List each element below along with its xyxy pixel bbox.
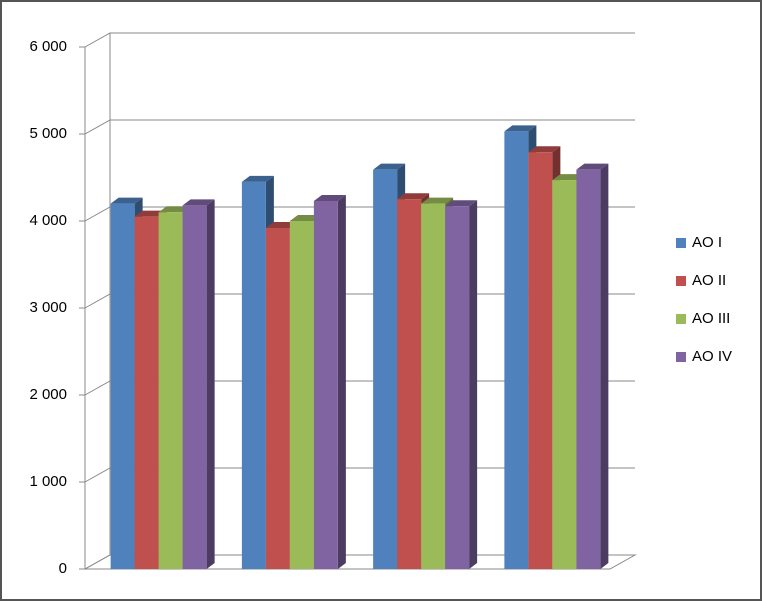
bar: [397, 199, 422, 569]
bar-top: [373, 163, 406, 170]
legend-label: AO III: [692, 310, 730, 327]
bar-top: [421, 197, 454, 204]
grid-line: [84, 119, 635, 135]
y-tick-label: 4 000: [29, 212, 67, 229]
bar-top: [313, 194, 346, 201]
bar: [182, 205, 207, 569]
bar: [552, 180, 577, 570]
bar-side: [206, 199, 215, 569]
bar-side: [469, 200, 478, 569]
bar: [421, 203, 446, 569]
bar-side: [600, 163, 609, 570]
bar: [241, 181, 266, 569]
y-tick-label: 0: [59, 560, 67, 577]
legend-label: AO IV: [692, 348, 732, 365]
bar: [445, 206, 470, 569]
bar-top: [241, 175, 274, 182]
bar-top: [528, 146, 561, 153]
grid-line: [84, 32, 635, 48]
bar: [528, 152, 553, 569]
y-tick-label: 2 000: [29, 386, 67, 403]
bar-side: [337, 194, 346, 570]
legend-label: AO I: [692, 234, 722, 251]
y-tick-label: 5 000: [29, 125, 67, 142]
bar-top: [504, 125, 537, 132]
bar: [289, 221, 314, 569]
y-tick-label: 3 000: [29, 299, 67, 316]
bar-top: [397, 193, 430, 200]
bar-top: [576, 163, 609, 170]
bar: [313, 200, 338, 570]
bar: [110, 203, 135, 569]
legend-label: AO II: [692, 272, 726, 289]
y-tick-label: 6 000: [29, 38, 67, 55]
bar: [134, 216, 159, 569]
legend-swatch: [676, 238, 686, 248]
bar: [504, 131, 529, 569]
bar-top: [110, 197, 143, 204]
bar: [158, 212, 183, 570]
bar: [576, 169, 601, 570]
legend-swatch: [676, 352, 686, 362]
legend-swatch: [676, 276, 686, 286]
bar-top: [445, 200, 478, 207]
y-tick-label: 1 000: [29, 473, 67, 490]
bar: [265, 227, 290, 569]
bar-top: [182, 199, 215, 206]
bar: [373, 169, 398, 570]
legend-swatch: [676, 314, 686, 324]
